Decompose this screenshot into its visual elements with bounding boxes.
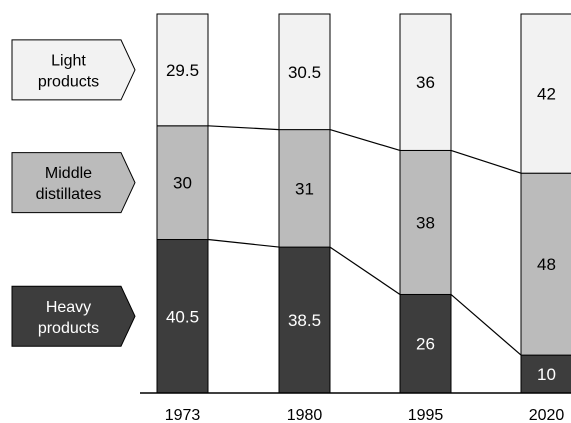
bar-middle-distillates-2020 xyxy=(520,172,571,356)
bar-middle-distillates-1995 xyxy=(399,149,452,295)
legend-label-heavy-products: Heavy xyxy=(46,299,91,316)
bar-light-products-1995 xyxy=(399,13,452,151)
data-label: 30.5 xyxy=(288,63,321,82)
data-label: 38.5 xyxy=(288,311,321,330)
connector-line xyxy=(207,125,280,131)
connector-line xyxy=(207,238,280,248)
connector-lines xyxy=(207,125,522,356)
data-label: 38 xyxy=(416,213,435,232)
data-label: 29.5 xyxy=(166,61,199,80)
connector-line xyxy=(450,294,522,356)
bar-heavy-products-1973 xyxy=(156,239,209,394)
x-tick-label: 1995 xyxy=(408,407,444,423)
legend-marker-middle-distillates xyxy=(11,152,136,214)
x-tick-label: 2020 xyxy=(529,407,565,423)
data-label: 42 xyxy=(537,85,556,104)
bar-light-products-2020 xyxy=(520,13,571,174)
bar-light-products-1973 xyxy=(156,13,209,127)
data-label: 31 xyxy=(295,179,314,198)
connector-line xyxy=(329,246,401,295)
legend-marker-heavy-products xyxy=(11,285,136,347)
data-label: 36 xyxy=(416,73,435,92)
legend-marker-light-products xyxy=(11,39,136,101)
bar-heavy-products-2020 xyxy=(520,354,571,394)
data-label: 48 xyxy=(537,255,556,274)
legend-label-middle-distillates: Middle xyxy=(45,165,92,182)
x-axis-tick-labels: 1973 1980 1995 2020 xyxy=(165,407,565,423)
connector-line xyxy=(329,129,401,152)
data-label: 40.5 xyxy=(166,307,199,326)
bar-middle-distillates-1980 xyxy=(278,129,331,248)
data-label: 26 xyxy=(416,335,435,354)
x-tick-label: 1980 xyxy=(287,407,323,423)
bar-light-products-1980 xyxy=(278,13,331,131)
bar-heavy-products-1980 xyxy=(278,246,331,394)
legend-label-light-products: Light xyxy=(51,52,86,69)
bar-middle-distillates-1973 xyxy=(156,125,209,241)
bars: 40.5 30 29.5 38.5 31 30.5 26 38 36 10 48 42 xyxy=(156,13,571,394)
legend-label-heavy-products: products xyxy=(38,320,99,337)
legend: Heavy products Middle distillates Light produ… xyxy=(11,39,136,347)
data-label: 30 xyxy=(173,174,192,193)
x-tick-label: 1973 xyxy=(165,407,201,423)
legend-label-middle-distillates: distillates xyxy=(36,186,102,203)
connector-line xyxy=(450,149,522,174)
legend-label-light-products: products xyxy=(38,73,99,90)
data-label: 10 xyxy=(537,365,556,384)
